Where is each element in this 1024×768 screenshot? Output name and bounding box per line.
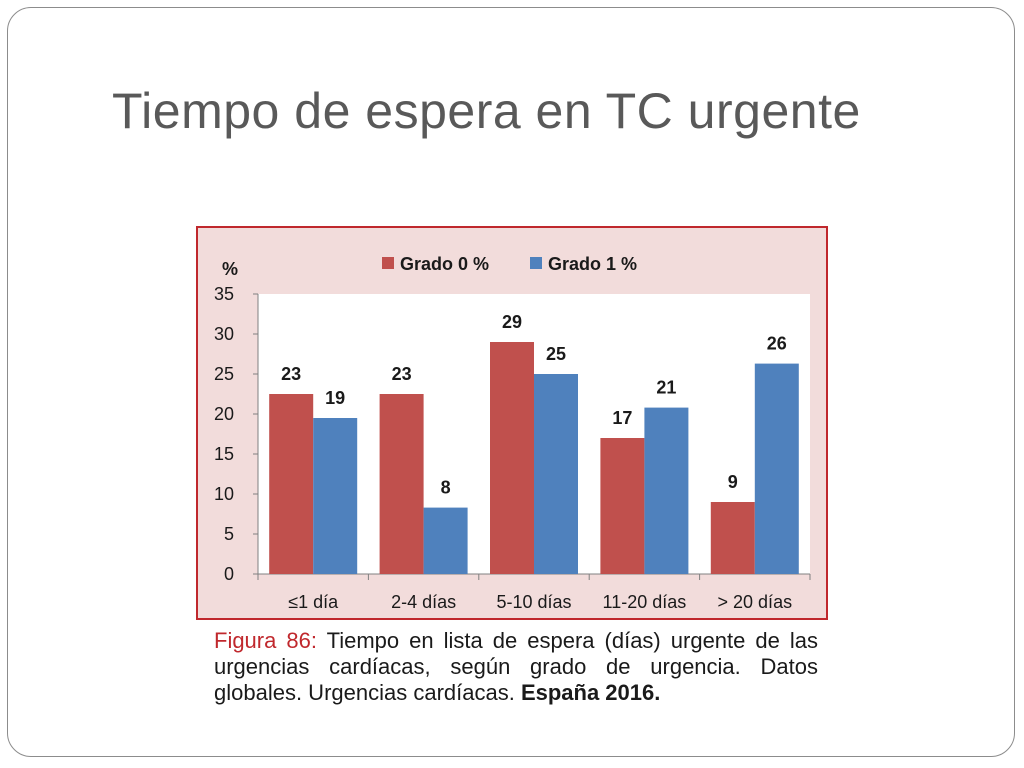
bar-grado-0 bbox=[600, 438, 645, 574]
x-tick-label: 5-10 días bbox=[496, 592, 571, 612]
bar-grado-1 bbox=[534, 374, 578, 574]
bar-chart: 0 5 10 15 20 25 30 35% ≤1 día 2-4 días 5-10 días 11… bbox=[214, 254, 811, 612]
bar-grado-1 bbox=[313, 418, 358, 574]
y-tick-label: 30 bbox=[214, 324, 234, 344]
slide-title: Tiempo de espera en TC urgente bbox=[112, 83, 861, 139]
y-tick-label: 10 bbox=[214, 484, 234, 504]
data-label: 23 bbox=[281, 364, 301, 384]
x-tick-label: ≤1 día bbox=[288, 592, 339, 612]
chart-panel: 0 5 10 15 20 25 30 35% ≤1 día 2-4 días 5-10 días 11… bbox=[196, 226, 828, 620]
y-axis-label: % bbox=[222, 259, 238, 279]
y-tick-label: 0 bbox=[224, 564, 234, 584]
x-tick-label: 11-20 días bbox=[603, 592, 687, 612]
y-tick-label: 5 bbox=[224, 524, 234, 544]
y-tick-label: 15 bbox=[214, 444, 234, 464]
caption-text: Tiempo en lista de espera (días) urgente… bbox=[214, 628, 819, 705]
legend-swatch bbox=[530, 257, 542, 269]
y-tick-label: 20 bbox=[214, 404, 234, 424]
bar-grado-0 bbox=[710, 502, 755, 574]
data-label: 17 bbox=[612, 408, 632, 428]
bar-grado-0 bbox=[490, 342, 534, 574]
data-label: 21 bbox=[656, 378, 676, 398]
data-label: 19 bbox=[325, 388, 345, 408]
bar-grado-1 bbox=[423, 507, 468, 574]
caption-figure-label: Figura 86: bbox=[214, 628, 317, 653]
slide-frame bbox=[7, 7, 1015, 757]
x-tick-label: > 20 días bbox=[718, 592, 793, 612]
data-label: 29 bbox=[502, 312, 522, 332]
data-label: 9 bbox=[728, 472, 738, 492]
bar-grado-1 bbox=[644, 407, 689, 574]
caption-bold-tail: España 2016. bbox=[520, 680, 661, 705]
data-label: 23 bbox=[392, 364, 412, 384]
data-label: 25 bbox=[546, 344, 566, 364]
bar-grado-1 bbox=[754, 363, 799, 574]
y-tick-label: 25 bbox=[214, 364, 234, 384]
legend-swatch bbox=[382, 257, 394, 269]
data-label: 8 bbox=[441, 478, 451, 498]
legend-label: Grado 0 % bbox=[400, 254, 489, 274]
data-label: 26 bbox=[767, 334, 787, 354]
legend-label: Grado 1 % bbox=[548, 254, 637, 274]
y-tick-label: 35 bbox=[214, 284, 234, 304]
bar-grado-0 bbox=[269, 394, 314, 574]
figure-caption: Figura 86: Tiempo en lista de espera (dí… bbox=[214, 628, 818, 706]
bar-grado-0 bbox=[379, 394, 424, 574]
x-tick-label: 2-4 días bbox=[391, 592, 456, 612]
